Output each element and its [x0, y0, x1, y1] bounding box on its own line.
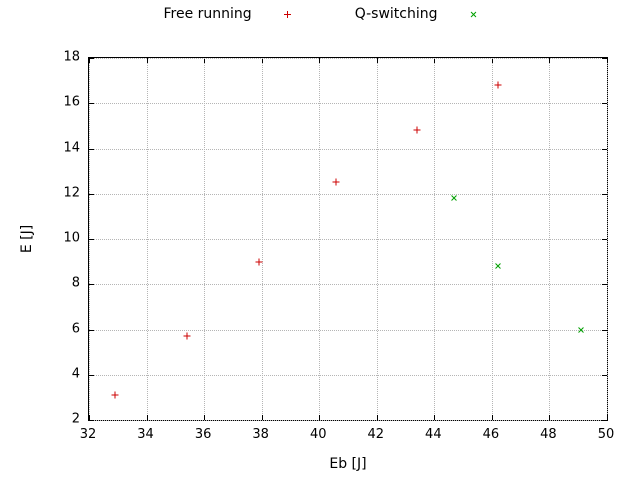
x-tick-label: 46 — [482, 427, 500, 442]
y-tick-label: 8 — [71, 275, 80, 291]
gridline-y — [89, 374, 607, 376]
y-tick-label: 6 — [71, 321, 80, 336]
legend-label-free-running: Free running — [163, 6, 252, 22]
x-tick-label: 48 — [540, 427, 557, 442]
data-point — [111, 391, 119, 399]
gridline-y — [89, 58, 607, 59]
x-tick-label: 34 — [137, 427, 154, 442]
tick-mark — [89, 284, 94, 286]
x-tick-label: 40 — [309, 427, 327, 442]
tick-mark — [491, 415, 493, 420]
tick-mark — [146, 58, 148, 63]
x-tick-label: 44 — [425, 427, 442, 442]
y-tick-label: 14 — [63, 140, 80, 155]
data-point — [255, 258, 263, 266]
gridline-y — [89, 239, 607, 240]
tick-mark — [607, 415, 608, 420]
y-axis-label: E [J] — [19, 224, 35, 254]
tick-mark — [261, 58, 263, 63]
tick-mark — [89, 58, 90, 63]
tick-mark — [607, 58, 608, 63]
tick-mark — [146, 415, 148, 420]
tick-mark — [89, 415, 90, 420]
tick-mark — [204, 415, 206, 420]
y-tick-label: 16 — [63, 94, 80, 110]
tick-mark — [319, 415, 321, 420]
y-tick-label: 18 — [63, 49, 80, 65]
gridline-y — [89, 193, 607, 195]
legend: Free running Q-switching — [0, 6, 640, 22]
gridline-y — [89, 284, 607, 286]
tick-mark — [549, 415, 551, 420]
tick-mark — [602, 58, 607, 59]
gridline-y — [89, 420, 607, 421]
x-tick-label: 36 — [194, 427, 212, 442]
tick-mark — [89, 148, 94, 150]
y-tick-label: 2 — [71, 411, 80, 427]
gridline-y — [89, 329, 607, 331]
tick-mark — [89, 239, 94, 240]
tick-mark — [319, 58, 321, 63]
tick-mark — [602, 284, 607, 286]
tick-mark — [204, 58, 206, 63]
legend-item-free-running: Free running — [164, 6, 291, 22]
data-point — [576, 325, 586, 335]
legend-label-q-switching: Q-switching — [354, 6, 438, 22]
gridline-x — [607, 58, 608, 420]
tick-mark — [602, 329, 607, 331]
gridline-y — [89, 148, 607, 150]
tick-mark — [549, 58, 551, 63]
gridline-y — [89, 103, 607, 105]
y-tick-label: 10 — [63, 230, 80, 246]
tick-mark — [89, 58, 94, 59]
x-tick-label: 42 — [367, 427, 385, 442]
tick-mark — [434, 58, 436, 63]
data-point — [450, 193, 460, 203]
legend-item-q-switching: Q-switching — [355, 6, 477, 22]
tick-mark — [89, 193, 94, 195]
tick-mark — [602, 239, 607, 240]
y-tick-label: 12 — [63, 185, 80, 201]
tick-mark — [261, 415, 263, 420]
tick-mark — [376, 58, 378, 63]
data-point — [332, 178, 340, 186]
x-tick-label: 50 — [597, 427, 615, 442]
data-point — [413, 126, 421, 134]
tick-mark — [602, 148, 607, 150]
data-point — [493, 261, 503, 271]
plot-area — [88, 57, 608, 421]
tick-mark — [602, 374, 607, 376]
y-tick-label: 4 — [71, 366, 80, 382]
data-point — [183, 332, 191, 340]
tick-mark — [376, 415, 378, 420]
tick-mark — [89, 103, 94, 105]
tick-mark — [434, 415, 436, 420]
tick-mark — [602, 193, 607, 195]
cross-marker-icon — [468, 9, 478, 19]
plus-marker-icon — [283, 10, 291, 18]
x-tick-label: 32 — [79, 427, 97, 442]
tick-mark — [89, 420, 94, 421]
tick-mark — [89, 329, 94, 331]
data-point — [494, 81, 502, 89]
x-axis-label: Eb [J] — [329, 456, 367, 472]
tick-mark — [491, 58, 493, 63]
tick-mark — [602, 420, 607, 421]
x-tick-label: 38 — [252, 427, 269, 442]
tick-mark — [602, 103, 607, 105]
tick-mark — [89, 374, 94, 376]
